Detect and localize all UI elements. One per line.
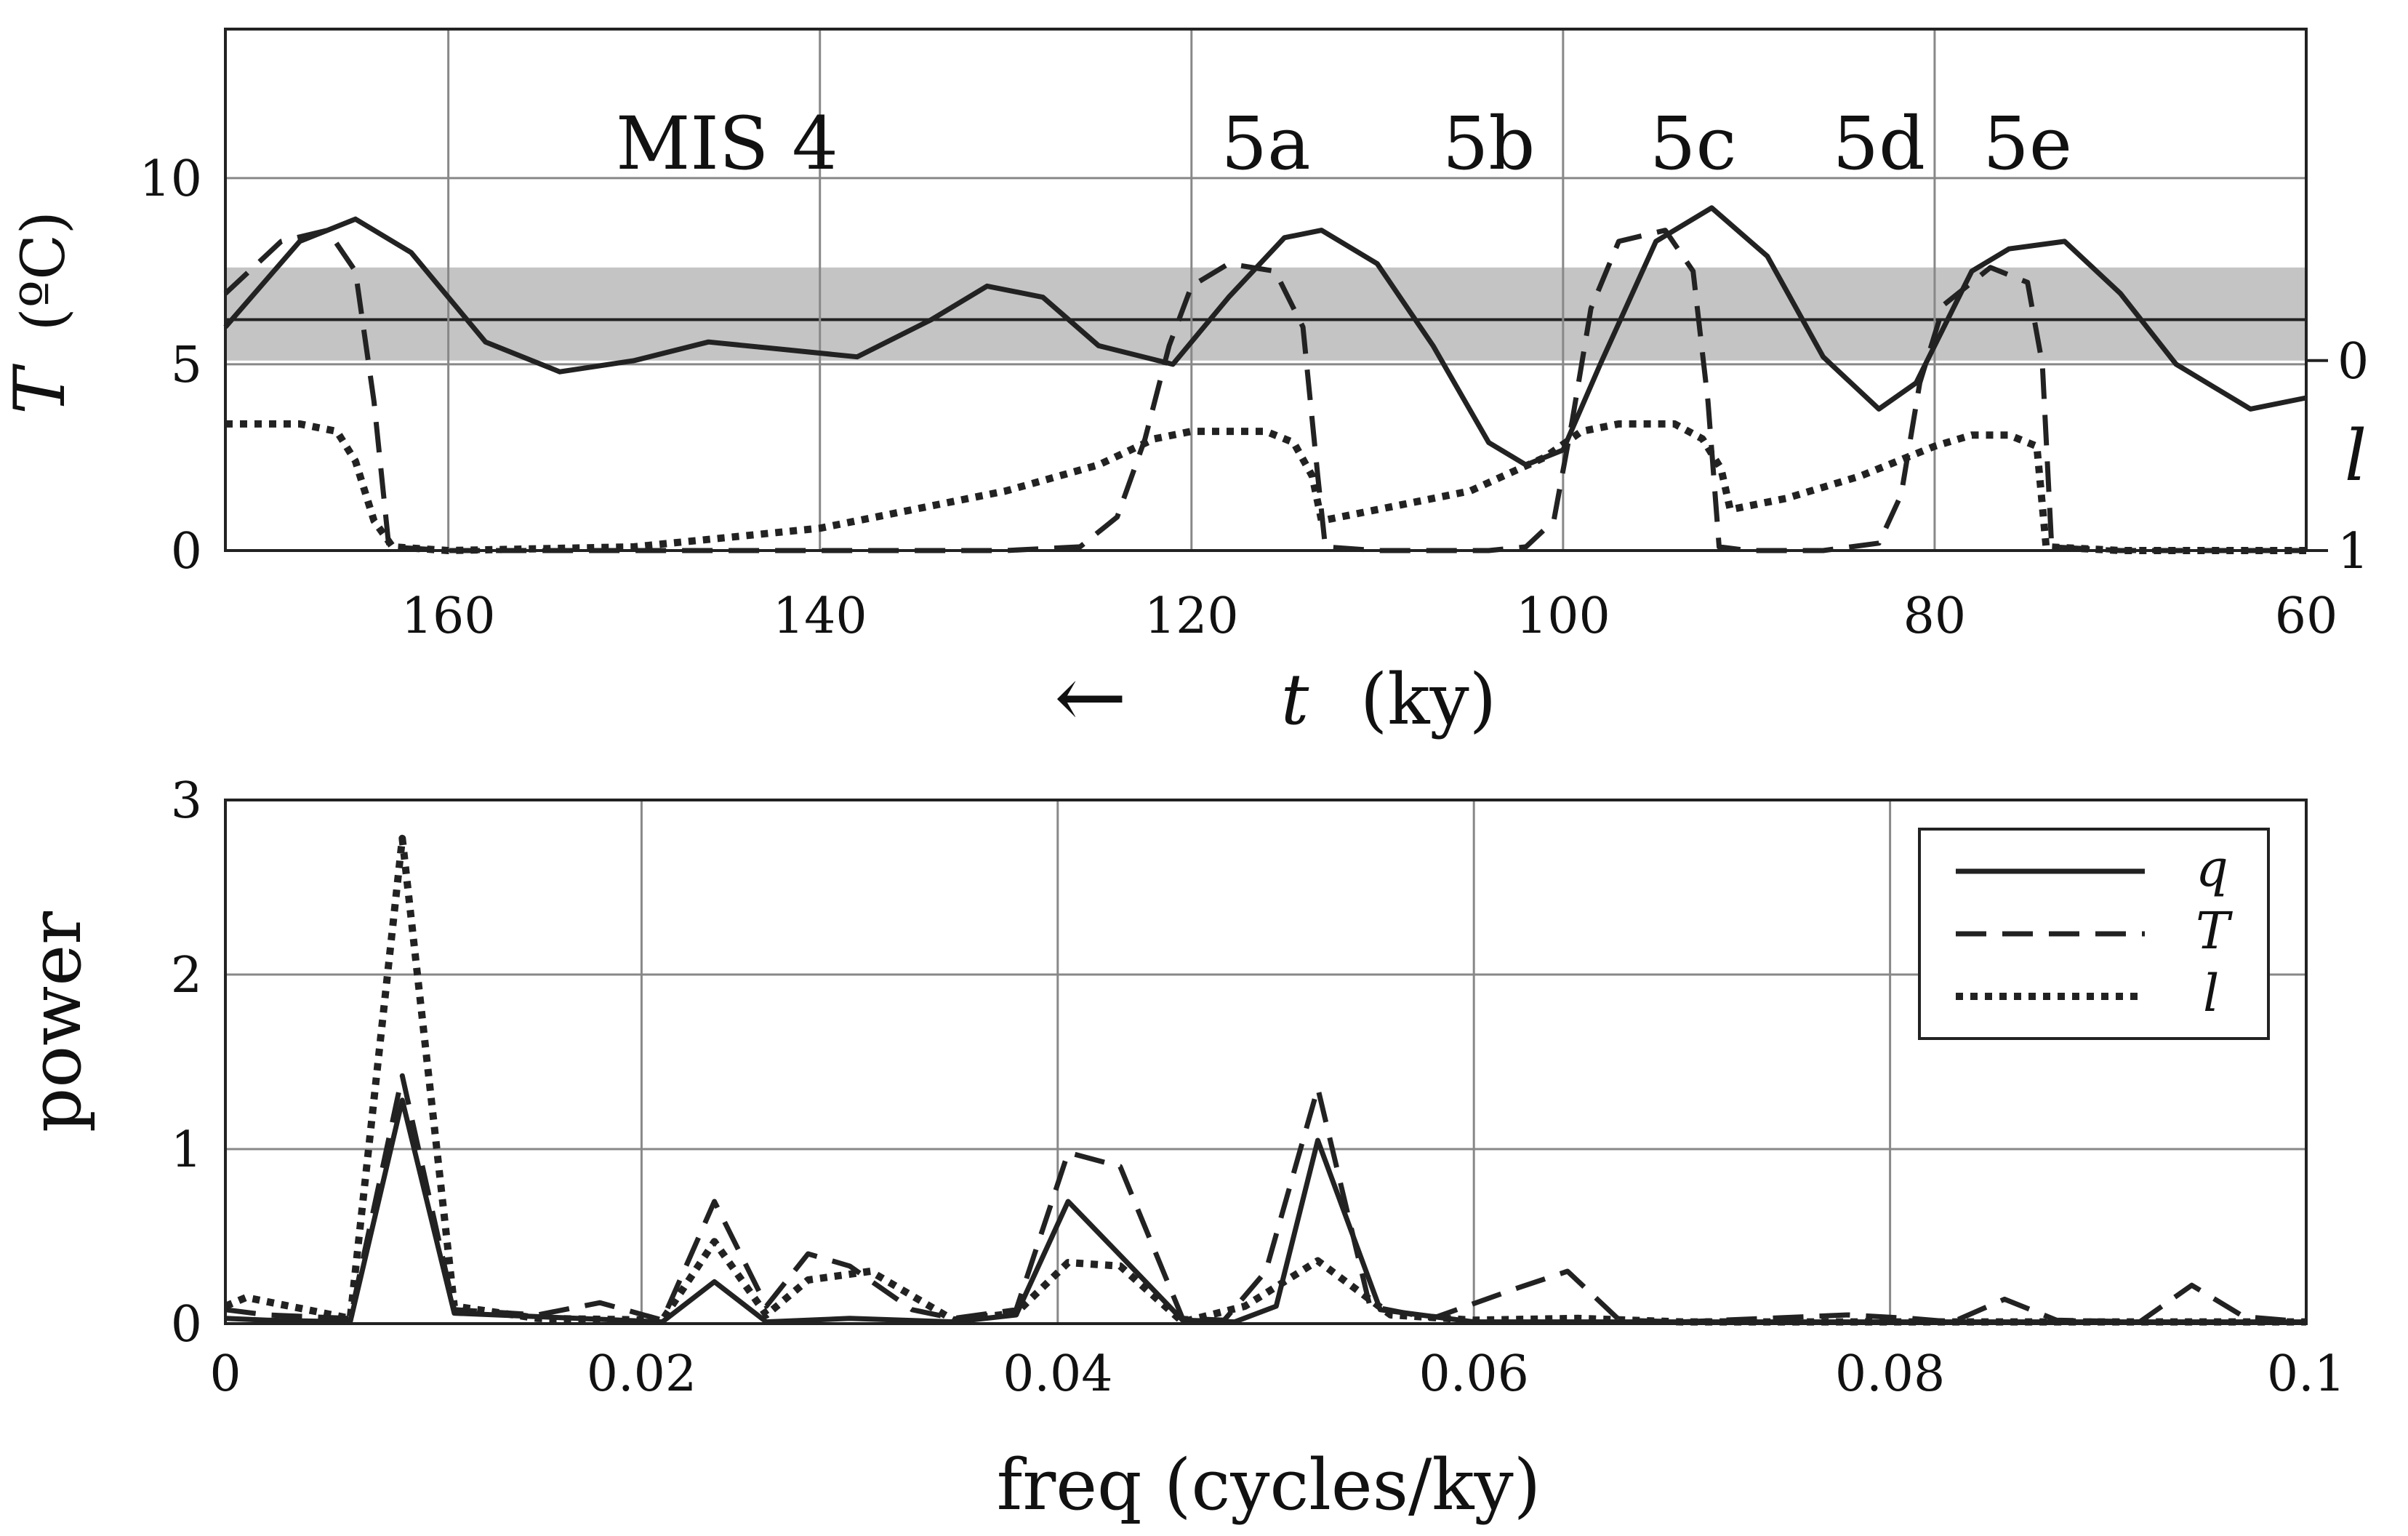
mis-label: 5a [1221, 101, 1310, 186]
mis-label: 5c [1650, 101, 1737, 186]
bottom-x-tick-label: 0.08 [1835, 1345, 1945, 1403]
series-line-l-bottom [224, 834, 2306, 1326]
bottom-panel: 0 0.02 0.04 0.06 0.08 0.1 0 1 2 3 power freq (cy… [15, 772, 2345, 1526]
legend-label-l: l [2203, 964, 2219, 1023]
mis-label: 5e [1983, 101, 2072, 186]
top-x-tick-label: 140 [773, 588, 867, 645]
top-right-tick-label: 0 [2337, 333, 2369, 391]
top-y-unit: (ºC) [9, 211, 79, 331]
top-x-unit: (ky) [1360, 659, 1496, 740]
series-line-dotted-top [225, 420, 2306, 554]
bottom-plot-frame [224, 799, 2308, 1325]
top-right-axis-label: l [2345, 415, 2367, 497]
top-y-var: T [0, 364, 81, 415]
top-x-tick-label: 120 [1144, 588, 1239, 645]
direction-arrow: ← [1054, 647, 1128, 748]
legend-label-q: q [2196, 839, 2228, 898]
top-y-ticks: 0 5 10 [139, 151, 202, 580]
mis-label: 5b [1442, 101, 1536, 186]
mis-annotations: MIS 4 5a 5b 5c 5d 5e [616, 101, 2072, 186]
top-x-var: t [1281, 659, 1309, 740]
bottom-x-tick-label: 0 [209, 1345, 241, 1403]
top-series-group [223, 205, 2307, 554]
bottom-series-group [224, 834, 2307, 1326]
top-x-axis-label: t (ky) [1281, 659, 1496, 740]
bottom-x-tick-label: 0.04 [1003, 1345, 1112, 1403]
bottom-y-tick-label: 0 [171, 1296, 202, 1353]
series-line-q-bottom [225, 1097, 2306, 1325]
bottom-x-ticks: 0 0.02 0.04 0.06 0.08 0.1 [209, 1345, 2345, 1403]
mis-label: 5d [1832, 101, 1925, 186]
bottom-y-ticks: 0 1 2 3 [171, 772, 202, 1353]
top-x-tick-label: 100 [1516, 588, 1610, 645]
bottom-x-tick-label: 0.06 [1418, 1345, 1528, 1403]
top-x-ticks: 160 140 120 100 80 60 [401, 588, 2338, 645]
reference-band [225, 267, 2306, 361]
legend-label-T: T [2196, 901, 2233, 961]
bottom-y-axis-label: power [15, 911, 97, 1132]
top-y-tick-label: 10 [139, 151, 202, 208]
series-line-solid-top [223, 205, 2307, 468]
top-y-axis-label: T (ºC) [0, 211, 81, 415]
bottom-x-tick-label: 0.1 [2267, 1345, 2345, 1403]
top-x-tick-label: 60 [2275, 588, 2338, 645]
bottom-y-tick-label: 1 [171, 1121, 202, 1179]
bottom-y-tick-label: 3 [171, 772, 202, 830]
series-line-T-bottom [225, 1073, 2307, 1325]
top-plot-frame [224, 28, 2308, 552]
bottom-x-axis-label: freq (cycles/ky) [997, 1444, 1541, 1526]
mis-label: MIS 4 [616, 101, 838, 186]
legend: q T l [1918, 828, 2270, 1040]
top-x-tick-label: 80 [1903, 588, 1967, 645]
top-y-tick-label: 0 [171, 523, 202, 580]
top-right-ticks: 01 [2306, 333, 2369, 580]
top-y-tick-label: 5 [171, 337, 202, 394]
top-x-tick-label: 160 [401, 588, 496, 645]
bottom-y-tick-label: 2 [171, 947, 202, 1004]
top-right-tick-label: 1 [2337, 523, 2369, 580]
bottom-x-tick-label: 0.02 [587, 1345, 697, 1403]
